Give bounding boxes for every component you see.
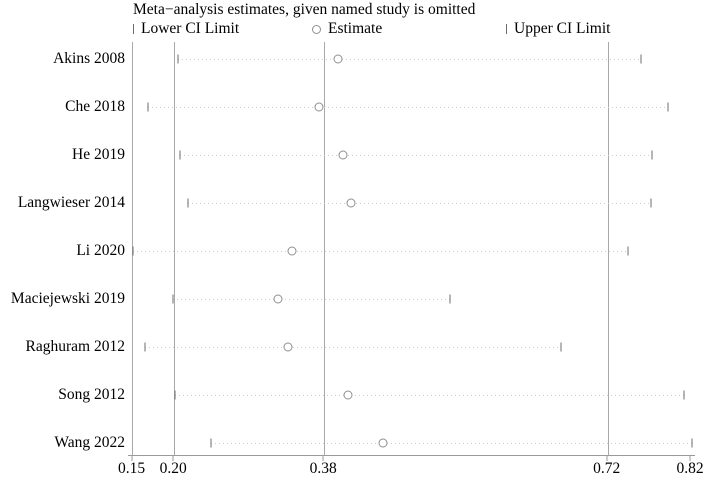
ci-dotted-line xyxy=(145,347,561,349)
x-axis: 0.15 0.20 0.38 0.72 0.82 xyxy=(118,455,704,483)
ci-dotted-line xyxy=(175,395,685,397)
upper-ci-marker xyxy=(650,198,652,208)
lower-ci-marker xyxy=(132,246,134,256)
chart-title: Meta−analysis estimates, given named stu… xyxy=(133,1,476,18)
ci-dotted-line xyxy=(187,203,651,205)
study-label: Li 2020 xyxy=(76,242,125,260)
upper-ci-marker xyxy=(560,342,562,352)
estimate-marker xyxy=(346,198,356,208)
ci-dotted-line xyxy=(148,107,668,109)
x-axis-tick-label: 0.82 xyxy=(676,460,704,477)
legend-item-lower-ci: Lower CI Limit xyxy=(133,20,239,38)
circle-icon xyxy=(312,24,321,34)
ci-dotted-line xyxy=(178,59,641,61)
upper-ci-marker xyxy=(449,294,451,304)
vertical-bar-icon xyxy=(506,24,507,34)
lower-ci-marker xyxy=(177,54,179,64)
lower-ci-marker xyxy=(172,294,174,304)
upper-ci-marker xyxy=(691,438,693,448)
study-label: Langwieser 2014 xyxy=(17,194,125,212)
lower-ci-marker xyxy=(210,438,212,448)
estimate-marker xyxy=(333,54,343,64)
lower-ci-marker xyxy=(147,102,149,112)
vertical-bar-icon xyxy=(133,24,134,34)
x-axis-tick-label: 0.20 xyxy=(159,460,187,477)
estimate-marker xyxy=(378,438,388,448)
x-axis-tick xyxy=(689,455,691,461)
ci-dotted-line xyxy=(210,442,692,444)
x-axis-tick-label: 0.72 xyxy=(593,460,621,477)
upper-ci-marker xyxy=(651,150,653,160)
upper-ci-marker xyxy=(627,246,629,256)
legend-label-lower-ci: Lower CI Limit xyxy=(141,20,240,37)
ci-dotted-line xyxy=(180,155,652,157)
upper-ci-marker xyxy=(667,102,669,112)
x-axis-line xyxy=(128,455,695,456)
reference-gridline xyxy=(607,42,609,455)
x-axis-tick xyxy=(322,455,324,461)
x-axis-tick xyxy=(606,455,608,461)
legend-item-upper-ci: Upper CI Limit xyxy=(506,20,610,38)
study-label: He 2019 xyxy=(72,146,125,164)
x-axis-tick-label: 0.38 xyxy=(309,460,337,477)
upper-ci-marker xyxy=(640,54,642,64)
legend-label-estimate: Estimate xyxy=(328,20,383,37)
legend-label-upper-ci: Upper CI Limit xyxy=(514,20,611,37)
estimate-marker xyxy=(343,390,353,400)
x-axis-tick-label: 0.15 xyxy=(117,460,146,477)
study-label: Raghuram 2012 xyxy=(25,338,125,356)
plot-area xyxy=(131,42,693,455)
estimate-marker xyxy=(287,246,297,256)
ci-dotted-line xyxy=(173,299,451,301)
study-label: Song 2012 xyxy=(58,386,125,404)
estimate-marker xyxy=(273,294,283,304)
legend-item-estimate: Estimate xyxy=(312,20,382,38)
lower-ci-marker xyxy=(174,390,176,400)
study-label: Maciejewski 2019 xyxy=(10,290,125,308)
x-axis-tick xyxy=(172,455,174,461)
lower-ci-marker xyxy=(144,342,146,352)
estimate-marker xyxy=(314,102,324,112)
x-axis-tick xyxy=(131,455,132,461)
estimate-marker xyxy=(283,342,293,352)
study-label: Wang 2022 xyxy=(54,433,125,451)
reference-gridline xyxy=(324,42,326,455)
estimate-marker xyxy=(338,150,348,160)
ci-dotted-line xyxy=(133,251,629,253)
lower-ci-marker xyxy=(179,150,181,160)
reference-gridline xyxy=(174,42,176,455)
study-label: Akins 2008 xyxy=(53,50,125,68)
upper-ci-marker xyxy=(683,390,685,400)
study-label: Che 2018 xyxy=(65,98,125,116)
lower-ci-marker xyxy=(187,198,189,208)
